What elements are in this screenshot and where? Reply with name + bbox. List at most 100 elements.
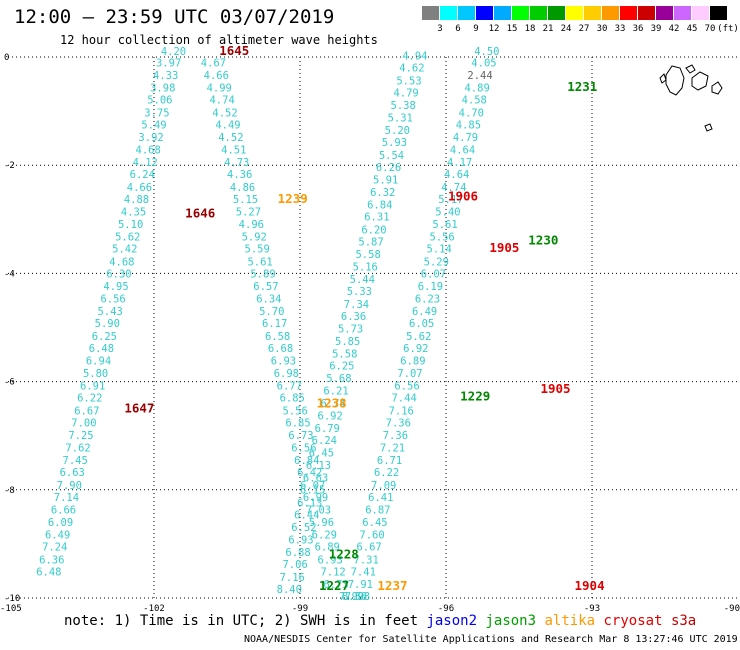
wave-height-value: 5.33 xyxy=(347,286,372,298)
island-fernandina xyxy=(659,73,667,84)
wave-height-value: 6.63 xyxy=(60,467,85,479)
wave-height-value: 4.36 xyxy=(227,169,252,181)
x-tick-label: -102 xyxy=(143,604,165,614)
pass-time-label: 1906 xyxy=(448,189,478,204)
wave-height-value: 7.91 xyxy=(348,579,373,591)
wave-height-value: 5.10 xyxy=(118,219,143,231)
wave-height-value: 4.20 xyxy=(161,46,186,58)
island-floreana xyxy=(704,123,713,132)
wave-height-value: 4.73 xyxy=(224,157,249,169)
wave-height-value: 6.05 xyxy=(409,318,434,330)
wave-height-value: 6.84 xyxy=(294,455,319,467)
y-tick-label: -10 xyxy=(4,594,20,604)
wave-height-value: 6.84 xyxy=(367,199,392,211)
wave-height-value: 6.99 xyxy=(303,492,328,504)
colorbar-swatch xyxy=(566,6,583,20)
wave-height-value: 6.45 xyxy=(309,448,334,460)
wave-height-value: 6.31 xyxy=(364,212,389,224)
wave-height-value: 6.49 xyxy=(412,306,437,318)
island-san-cristobal xyxy=(711,81,723,95)
wave-height-value: 5.16 xyxy=(353,261,378,273)
pass-time-label: 1904 xyxy=(575,578,605,593)
wave-height-value: 4.95 xyxy=(103,281,128,293)
legend-altika: altika xyxy=(544,613,596,629)
wave-height-value: 6.49 xyxy=(45,530,70,542)
wave-height-value: 5.40 xyxy=(435,207,460,219)
wave-height-value: 4.67 xyxy=(201,58,226,70)
wave-height-value: 6.71 xyxy=(377,455,402,467)
legend-cryosat: cryosat xyxy=(603,613,663,629)
wave-height-value: 4.79 xyxy=(453,132,478,144)
wave-height-value: 4.66 xyxy=(204,70,229,82)
wave-height-value: 6.68 xyxy=(268,343,293,355)
pass-time-label: 1228 xyxy=(329,547,359,562)
wave-height-value: 5.68 xyxy=(326,373,351,385)
colorbar-swatch xyxy=(584,6,601,20)
wave-height-value: 4.89 xyxy=(464,83,489,95)
wave-height-value: 6.66 xyxy=(51,505,76,517)
wave-height-value: 5.56 xyxy=(282,405,307,417)
wave-height-value: 6.48 xyxy=(36,567,61,579)
wave-height-value: 6.73 xyxy=(323,579,348,591)
wave-height-value: 5.38 xyxy=(391,100,416,112)
wave-height-value: 7.16 xyxy=(280,572,305,584)
wave-height-value: 5.96 xyxy=(309,517,334,529)
wave-height-value: 5.90 xyxy=(95,318,120,330)
wave-height-value: 6.94 xyxy=(86,356,111,368)
wave-height-value: 6.73 xyxy=(288,430,313,442)
wave-height-value: 4.70 xyxy=(459,107,484,119)
colorbar-swatch xyxy=(530,6,547,20)
colorbar-swatch xyxy=(674,6,691,20)
wave-height-value: 6.24 xyxy=(130,169,155,181)
y-tick-label: -8 xyxy=(4,486,15,496)
wave-height-value: 4.99 xyxy=(207,83,232,95)
wave-height-value: 6.22 xyxy=(77,393,102,405)
wave-height-value: 6.67 xyxy=(356,542,381,554)
wave-height-value: 7.62 xyxy=(65,442,90,454)
wave-height-value: 7.98 xyxy=(345,591,370,603)
wave-height-value: 7.21 xyxy=(380,442,405,454)
wave-height-value: 4.49 xyxy=(215,120,240,132)
colorbar-swatch xyxy=(476,6,493,20)
wave-height-value: 6.41 xyxy=(368,492,393,504)
colorbar-swatch xyxy=(458,6,475,20)
wave-height-value: 7.31 xyxy=(354,554,379,566)
pass-time-label: 1237 xyxy=(377,578,407,593)
wave-height-value: 6.58 xyxy=(265,331,290,343)
wave-height-value: 6.91 xyxy=(80,381,105,393)
pass-time-label: 1229 xyxy=(460,388,490,403)
wave-height-value: 5.59 xyxy=(245,244,270,256)
wave-height-value: 6.92 xyxy=(318,410,343,422)
y-tick-label: 0 xyxy=(4,53,9,63)
colorbar-label: 9 xyxy=(473,24,479,34)
map-grid xyxy=(8,56,738,599)
pass-time-label: 1646 xyxy=(185,206,215,221)
wave-height-value: 5.15 xyxy=(233,194,258,206)
wave-height-value: 7.99 xyxy=(339,591,364,603)
wave-height-value: 5.61 xyxy=(247,256,272,268)
colorbar-label: 42 xyxy=(668,24,680,34)
wave-height-value: 7.36 xyxy=(383,430,408,442)
pass-time-label: 1239 xyxy=(278,191,308,206)
wave-height-value: 6.67 xyxy=(74,405,99,417)
wave-height-value: 3.92 xyxy=(138,132,163,144)
x-tick-label: -90 xyxy=(724,604,740,614)
wave-height-value: 6.21 xyxy=(323,385,348,397)
colorbar-swatch xyxy=(440,6,457,20)
wave-height-value: 5.58 xyxy=(332,348,357,360)
wave-height-value: 4.35 xyxy=(121,207,146,219)
wave-height-value: 4.96 xyxy=(239,219,264,231)
legend-jason2: jason2 xyxy=(426,613,478,629)
wave-height-value: 7.00 xyxy=(71,418,96,430)
colorbar-swatch xyxy=(422,6,439,20)
colorbar-label: 36 xyxy=(632,24,644,34)
wave-height-value: 5.44 xyxy=(350,274,375,286)
wave-height-value: 5.53 xyxy=(396,75,421,87)
pass-time-label: 1230 xyxy=(528,232,558,247)
wave-height-value: 6.13 xyxy=(297,497,322,509)
wave-height-value: 7.03 xyxy=(306,505,331,517)
galapagos-islands xyxy=(659,64,723,132)
wave-height-value: 4.62 xyxy=(399,63,424,75)
pass-time-label: 1647 xyxy=(124,400,154,415)
wave-height-value: 6.19 xyxy=(418,281,443,293)
